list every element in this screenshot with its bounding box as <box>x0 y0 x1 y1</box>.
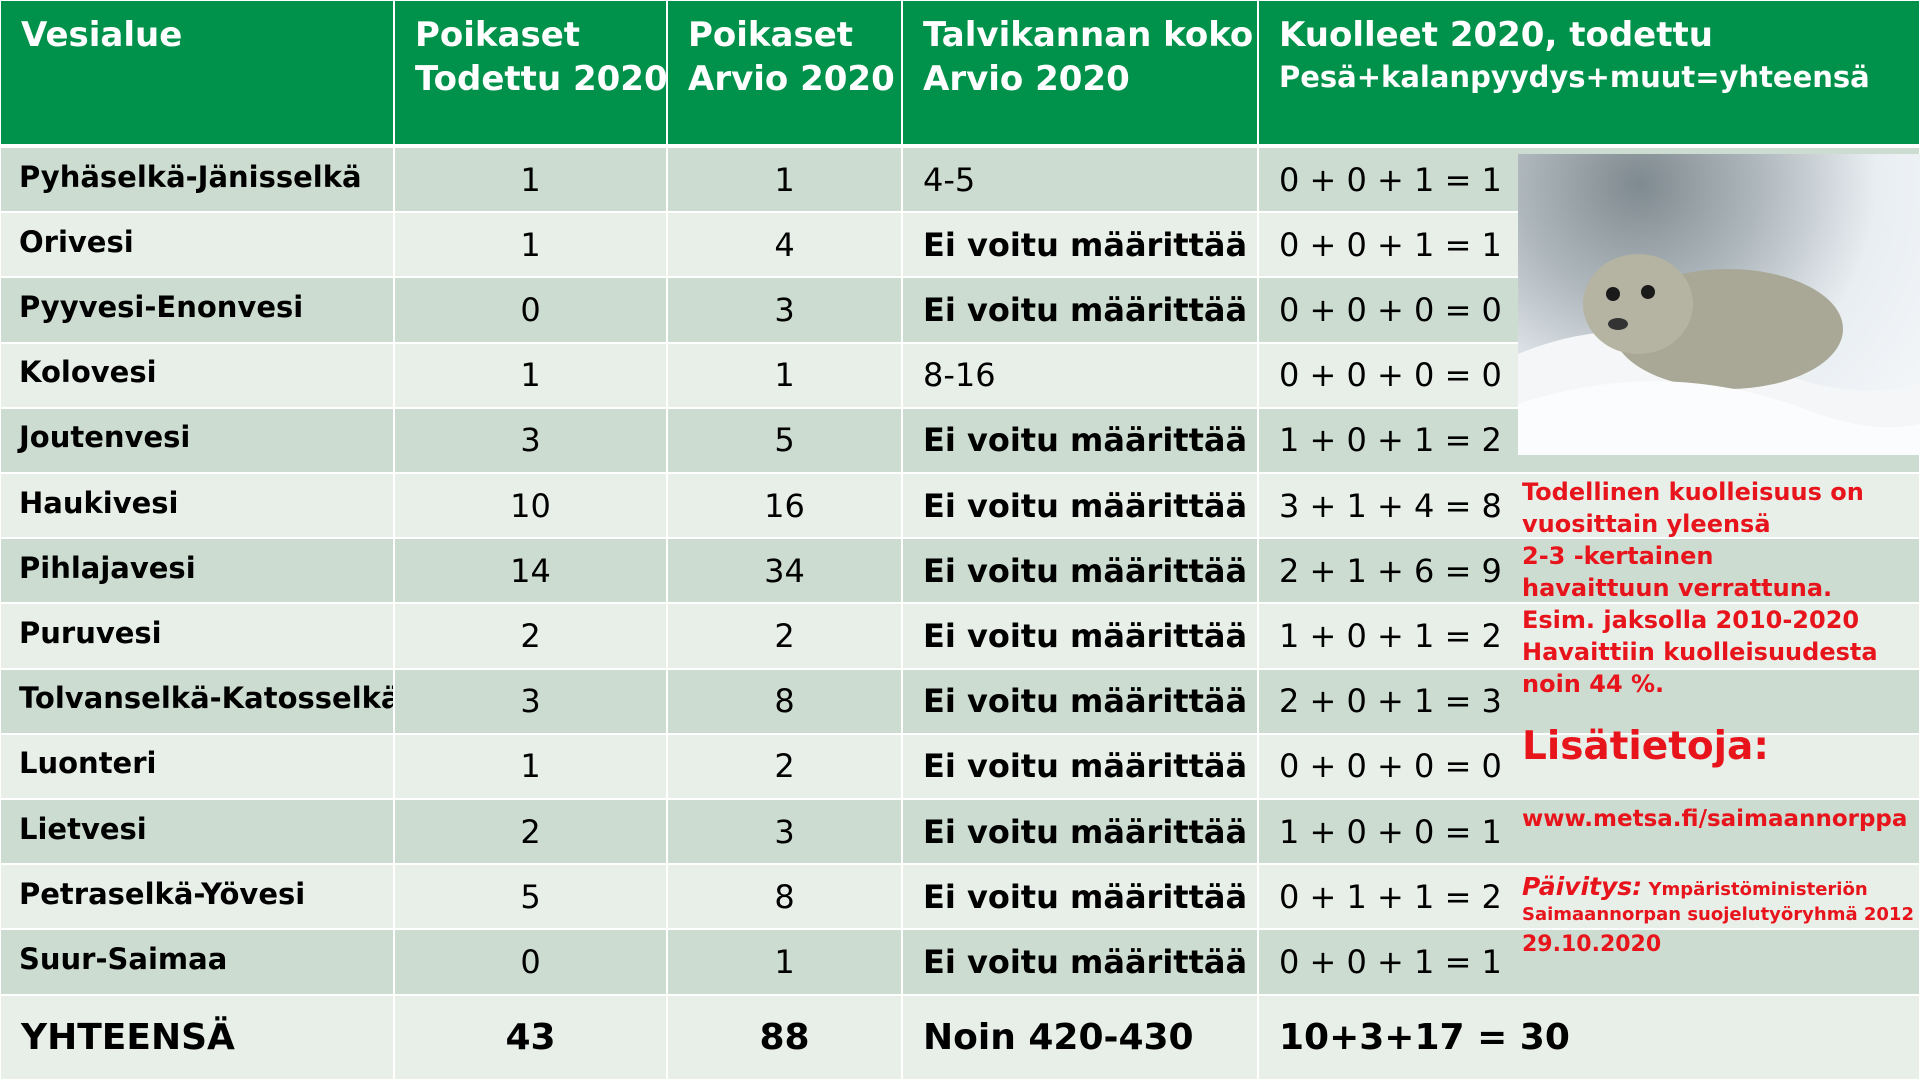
value-cell: 14 <box>394 538 667 603</box>
value-cell: 8-16 <box>902 343 1258 408</box>
value-cell: 3 <box>394 669 667 734</box>
value-cell: Ei voitu määrittää <box>902 669 1258 734</box>
value-cell: 0 <box>394 277 667 342</box>
header-text: Pesä+kalanpyydys+muut=yhteensä <box>1279 57 1870 97</box>
note-line: vuosittain yleensä <box>1522 510 1771 538</box>
region-cell: Orivesi <box>0 212 394 277</box>
note-line: 2-3 -kertainen <box>1522 542 1713 570</box>
value-cell: 2 <box>667 734 902 799</box>
value-cell: 43 <box>394 995 667 1080</box>
value-cell: Ei voitu määrittää <box>902 473 1258 538</box>
update-text: Ympäristöministeriön <box>1648 879 1867 900</box>
value-cell: 3 <box>667 799 902 864</box>
value-cell: Ei voitu määrittää <box>902 277 1258 342</box>
slide: VesialuePoikasetTodettu 2020PoikasetArvi… <box>0 0 1920 1080</box>
value-cell: 1 <box>394 147 667 212</box>
value-cell: 4 <box>667 212 902 277</box>
note-line: noin 44 %. <box>1522 670 1664 698</box>
note-link: www.metsa.fi/saimaannorppa <box>1522 806 1907 832</box>
header-text: Kuolleet 2020, todettu <box>1279 13 1713 57</box>
value-cell: 10+3+17 = 30 <box>1258 995 1920 1080</box>
value-cell: Ei voitu määrittää <box>902 603 1258 668</box>
region-cell: Pyhäselkä-Jänisselkä <box>0 147 394 212</box>
region-cell: Tolvanselkä-Katosselkä <box>0 669 394 734</box>
value-cell: 88 <box>667 995 902 1080</box>
header-text: Poikaset <box>688 13 853 57</box>
update-line: Päivitys: Ympäristöministeriön <box>1522 872 1868 901</box>
header-text: Arvio 2020 <box>923 57 1130 101</box>
note-line: Havaittiin kuolleisuudesta <box>1522 638 1878 666</box>
value-cell: 10 <box>394 473 667 538</box>
header-text: Todettu 2020 <box>415 57 667 101</box>
value-cell: Ei voitu määrittää <box>902 734 1258 799</box>
note-line: Esim. jaksolla 2010-2020 <box>1522 606 1859 634</box>
note-heading: Lisätietoja: <box>1522 724 1769 769</box>
value-cell: 16 <box>667 473 902 538</box>
update-label: Päivitys: <box>1522 872 1642 901</box>
value-cell: 2 <box>394 799 667 864</box>
seal-photo <box>1518 154 1920 455</box>
value-cell: 1 <box>667 929 902 994</box>
value-cell: 3 <box>394 408 667 473</box>
value-cell: 4-5 <box>902 147 1258 212</box>
value-cell: Ei voitu määrittää <box>902 799 1258 864</box>
header-cell: Vesialue <box>0 0 394 145</box>
header-text: Arvio 2020 <box>688 57 895 101</box>
region-cell: Petraselkä-Yövesi <box>0 864 394 929</box>
value-cell: 2 <box>394 603 667 668</box>
header-text: Talvikannan koko <box>923 13 1253 57</box>
value-cell: Noin 420-430 <box>902 995 1258 1080</box>
value-cell: Ei voitu määrittää <box>902 212 1258 277</box>
value-cell: 8 <box>667 669 902 734</box>
update-line: Saimaannorpan suojelutyöryhmä 2012 <box>1522 904 1914 925</box>
note-line: havaittuun verrattuna. <box>1522 574 1832 602</box>
region-cell: Haukivesi <box>0 473 394 538</box>
value-cell: Ei voitu määrittää <box>902 864 1258 929</box>
value-cell: 2 <box>667 603 902 668</box>
region-cell: Lietvesi <box>0 799 394 864</box>
header-text: Poikaset <box>415 13 580 57</box>
value-cell: Ei voitu määrittää <box>902 408 1258 473</box>
header-text: Vesialue <box>21 13 182 57</box>
value-cell: 1 <box>394 734 667 799</box>
note-line: Todellinen kuolleisuus on <box>1522 478 1864 506</box>
value-cell: Ei voitu määrittää <box>902 538 1258 603</box>
region-cell: Joutenvesi <box>0 408 394 473</box>
value-cell: 5 <box>667 408 902 473</box>
update-date: 29.10.2020 <box>1522 932 1661 957</box>
value-cell: 1 <box>667 147 902 212</box>
value-cell: 5 <box>394 864 667 929</box>
value-cell: 0 <box>394 929 667 994</box>
region-cell: YHTEENSÄ <box>0 995 394 1080</box>
region-cell: Pyyvesi-Enonvesi <box>0 277 394 342</box>
seal-illustration <box>1518 154 1920 455</box>
value-cell: Ei voitu määrittää <box>902 929 1258 994</box>
value-cell: 8 <box>667 864 902 929</box>
value-cell: 1 <box>394 343 667 408</box>
region-cell: Puruvesi <box>0 603 394 668</box>
region-cell: Kolovesi <box>0 343 394 408</box>
region-cell: Pihlajavesi <box>0 538 394 603</box>
value-cell: 34 <box>667 538 902 603</box>
region-cell: Luonteri <box>0 734 394 799</box>
value-cell: 1 <box>667 343 902 408</box>
value-cell: 1 <box>394 212 667 277</box>
region-cell: Suur-Saimaa <box>0 929 394 994</box>
value-cell: 3 <box>667 277 902 342</box>
